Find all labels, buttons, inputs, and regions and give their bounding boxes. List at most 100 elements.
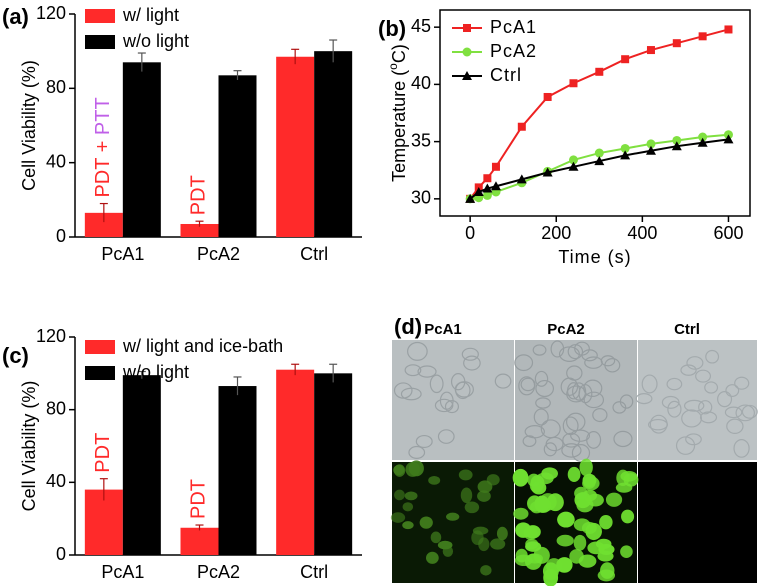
cell-fluorescence [419, 516, 433, 529]
cell-outline [494, 373, 512, 389]
cell-fluorescence [437, 540, 453, 550]
legend-swatch [85, 9, 115, 23]
legend-label: PcA2 [490, 41, 537, 61]
panel-label: (c) [2, 343, 29, 368]
y-tick-label: 40 [46, 151, 66, 171]
cell-outline [434, 398, 454, 413]
y-axis-label-text: Cell Viability (%) [19, 60, 39, 191]
bar [180, 527, 219, 555]
legend-label: Ctrl [490, 65, 522, 85]
cell-fluorescence [460, 487, 473, 504]
cell-fluorescence [477, 490, 491, 502]
cell-outline [686, 356, 704, 370]
y-tick-label: 0 [56, 544, 66, 564]
y-tick-label: 40 [46, 471, 66, 491]
marker [697, 137, 708, 147]
cell-fluorescence [512, 468, 529, 487]
cell-outline [429, 374, 444, 394]
y-tick-label: 30 [411, 188, 431, 208]
cell-outline [514, 354, 534, 372]
cell-fluorescence [569, 549, 584, 564]
cell-fluorescence [404, 491, 418, 501]
cell-fluorescence [477, 480, 493, 493]
cell-outline [649, 414, 668, 434]
marker [671, 141, 682, 151]
cell-outline [604, 357, 621, 373]
marker [516, 174, 527, 184]
cell-fluorescence [480, 565, 492, 576]
marker [568, 161, 579, 171]
cell-outline [675, 436, 696, 455]
cell-fluorescence [446, 512, 460, 521]
marker [698, 132, 708, 142]
cell-fluorescence [620, 471, 638, 482]
x-tick-label: Ctrl [300, 244, 328, 264]
cell-fluorescence [557, 511, 575, 528]
y-axis-label: Cell Viability (%) [19, 60, 39, 191]
y-axis-label-end: C) [389, 44, 409, 63]
legend-label: w/o light [122, 362, 189, 382]
cell-fluorescence [567, 466, 581, 482]
cell-fluorescence [599, 515, 613, 530]
legend-swatch [85, 35, 115, 49]
y-axis-label-text: Temperature ( [389, 70, 409, 182]
x-tick-label: PcA2 [197, 244, 240, 264]
panel-label: (d) [394, 314, 422, 339]
cell-fluorescence [605, 492, 623, 507]
marker [473, 186, 484, 196]
cell-fluorescence [581, 521, 597, 535]
cell-outline [408, 445, 426, 459]
cell-outline [393, 382, 413, 399]
cell-fluorescence [430, 531, 442, 544]
cell-fluorescence [428, 475, 441, 485]
y-tick-label: 0 [56, 226, 66, 246]
cell-outline [461, 347, 479, 361]
cell-fluorescence [534, 495, 550, 513]
cell-fluorescence [583, 477, 596, 489]
marker [517, 122, 526, 131]
annotation-part: PTT [92, 97, 114, 135]
cell-outline [667, 400, 682, 418]
bar [314, 51, 353, 237]
cell-fluorescence [496, 526, 508, 541]
marker [594, 148, 604, 158]
cell-outline [734, 376, 750, 390]
marker [483, 174, 492, 183]
cell-outline [407, 341, 428, 361]
cell-outline [735, 404, 755, 422]
cell-fluorescence [543, 568, 559, 586]
cell-outline [581, 349, 598, 362]
x-tick-label: 600 [713, 223, 743, 243]
legend-label: PcA1 [490, 17, 537, 37]
cell-fluorescence [402, 521, 414, 530]
legend-label: w/o light [122, 31, 189, 51]
annotation-part: PDT [92, 158, 114, 198]
cell-outline [635, 393, 653, 405]
marker [645, 145, 656, 155]
y-tick-label: 35 [411, 130, 431, 150]
cell-fluorescence [513, 507, 529, 520]
cell-outline [463, 355, 481, 371]
cell-outline [522, 435, 537, 448]
cell-outline [534, 370, 549, 387]
cell-fluorescence [394, 489, 405, 501]
cell-outline [725, 384, 740, 397]
annotation-part: PDT [92, 433, 114, 473]
cell-outline [704, 381, 719, 394]
marker [620, 150, 631, 160]
cell-outline [535, 397, 551, 409]
cell-fluorescence [620, 545, 633, 558]
cell-outline [699, 411, 718, 424]
marker [621, 55, 630, 64]
cell-fluorescence [524, 525, 541, 539]
x-tick-label: Ctrl [300, 562, 328, 582]
marker [569, 79, 578, 88]
legend-label: w/ light and ice-bath [122, 336, 283, 356]
cell-outline [705, 349, 720, 364]
x-axis-label: Time (s) [558, 247, 631, 267]
cell-outline [444, 399, 460, 414]
bar [218, 386, 257, 555]
cell-outline [404, 364, 422, 377]
panel-label: (a) [2, 4, 29, 29]
bar [314, 373, 353, 555]
